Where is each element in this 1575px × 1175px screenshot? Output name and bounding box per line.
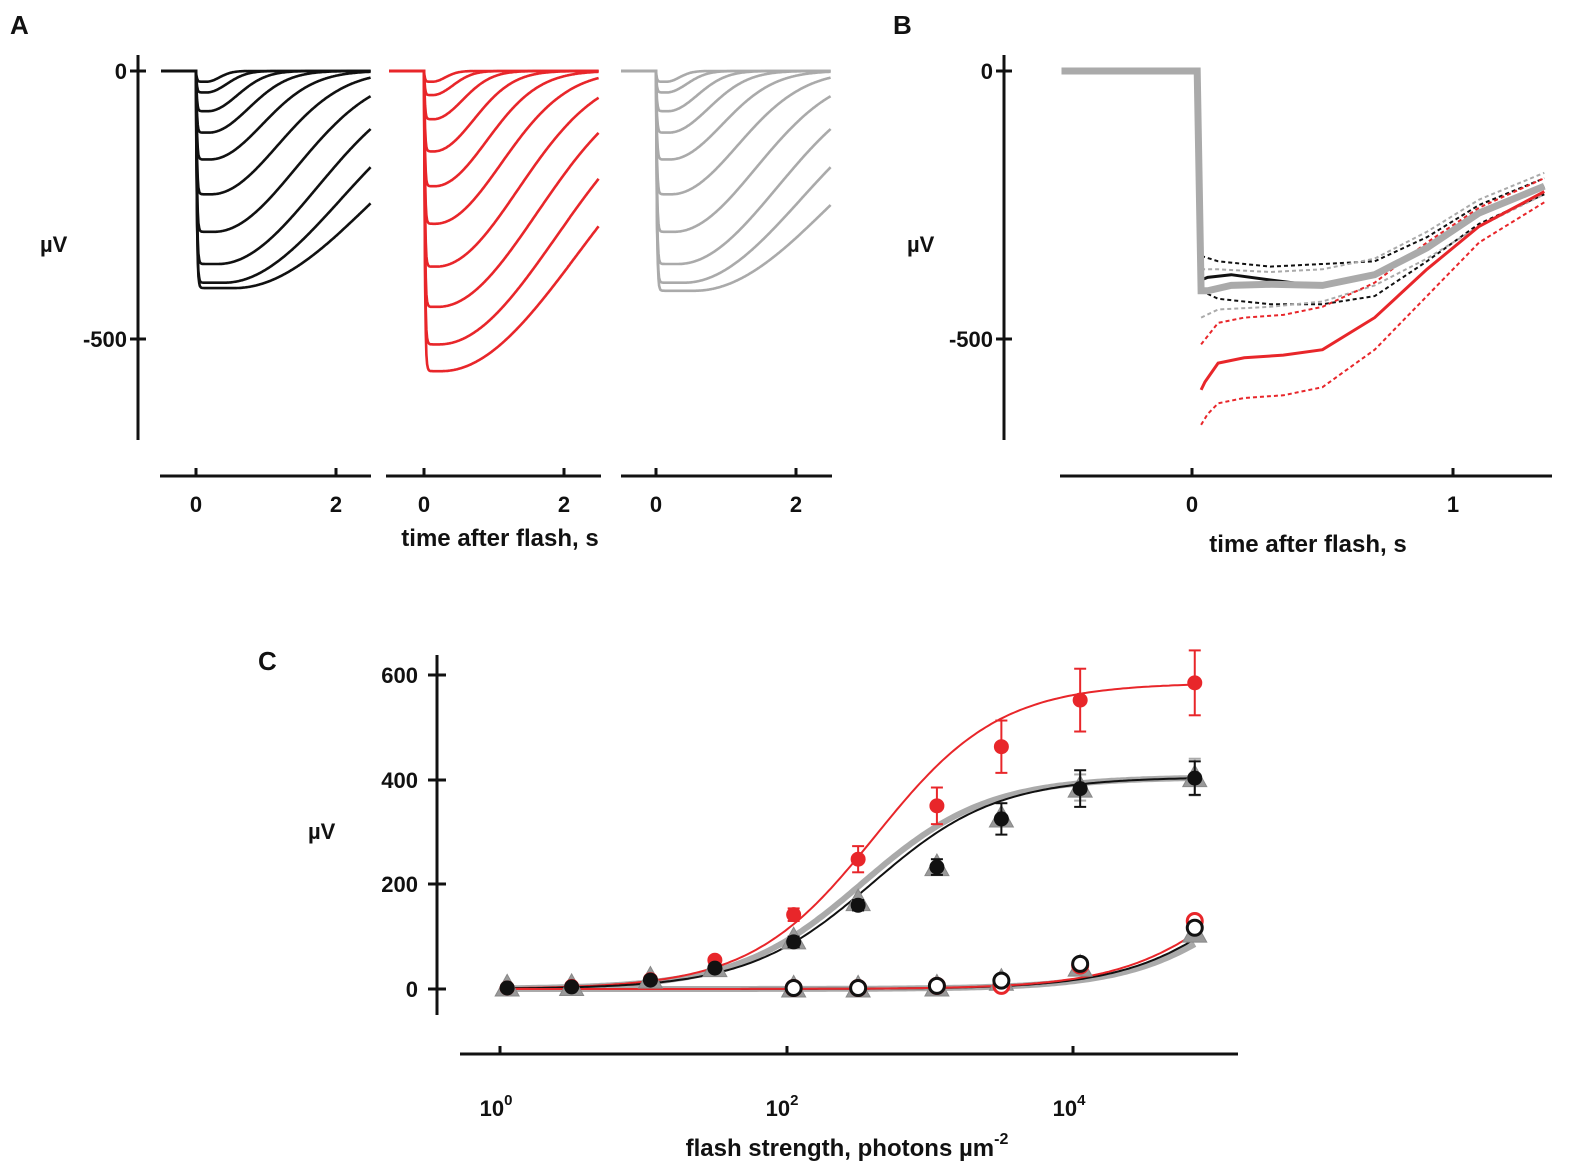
panel-a2-x-tick-label-2: 2	[558, 492, 570, 517]
panel-letter-b: B	[893, 10, 912, 40]
panel-a-control-2-trace-8	[621, 69, 832, 266]
panel-c-black-filled-point	[564, 979, 580, 995]
panel-c-fit-curves	[507, 683, 1197, 992]
panel-b-gray-mean	[1061, 67, 1546, 295]
panel-c-red-filled-point	[1072, 692, 1088, 708]
panel-c-black-open-point	[1185, 918, 1204, 937]
panel-b-black-mean-sem	[1200, 193, 1545, 306]
panel-a-y-tick-label-neg500: -500	[83, 327, 127, 352]
panel-c-x-tick-label-10-0: 100	[480, 1092, 513, 1121]
panel-c-y-tick-label-400: 400	[381, 768, 418, 793]
panel-c-y-tick-label-200: 200	[381, 872, 418, 897]
panel-b-red-mean-sem	[1200, 177, 1545, 346]
panel-c-black-open-point	[1071, 954, 1090, 973]
panel-letter-c: C	[258, 646, 277, 676]
panel-a-treatment-trace-4	[389, 69, 599, 153]
panel-a-control-trace-10	[161, 69, 372, 290]
panel-c-black-filled-point	[850, 897, 866, 913]
panel-c-black-open-point	[992, 971, 1011, 990]
panel-c-black-filled-point	[1187, 770, 1203, 786]
panel-a-treatment-trace-10	[389, 69, 600, 373]
panel-a-control-trace-6	[161, 69, 371, 196]
panel-c-black-open-point	[784, 978, 803, 997]
panel-c-black-filled-point	[929, 859, 945, 875]
panel-c-x-tick-label-10-2: 102	[766, 1092, 799, 1121]
panel-b: 0 -500 µV 0 1 time after flash, s	[907, 55, 1552, 558]
panel-b-black-mean-sem	[1200, 177, 1545, 268]
panel-a-control-2-trace-7	[621, 69, 832, 234]
panel-a-control-trace-7	[161, 69, 372, 234]
panel-b-y-tick-label-0: 0	[981, 59, 993, 84]
panel-c-y-tick-label-600: 600	[381, 663, 418, 688]
panel-c-black-filled-point	[499, 980, 515, 996]
panel-a-control-trace-8	[161, 69, 372, 266]
panel-a-subpanel-treatment: 0 2	[386, 468, 601, 517]
panel-a-subpanel-control: 0 2	[160, 468, 371, 517]
panel-c-black-open-point	[927, 976, 946, 995]
panel-a1-x-tick-label-2: 2	[330, 492, 342, 517]
panel-b-gray-mean-sem	[1200, 193, 1545, 319]
panel-c: 0 200 400 600 µV 100 102 104 flash stren…	[308, 649, 1238, 1162]
panel-b-black-mean	[1061, 69, 1545, 289]
panel-a3-x-tick-label-0: 0	[650, 492, 662, 517]
panel-b-red-mean-sem	[1200, 201, 1545, 426]
panel-c-x-tick-label-10-4: 104	[1053, 1092, 1086, 1121]
panel-c-red-filled-point	[850, 851, 866, 867]
panel-a-control-2-trace-9	[621, 69, 832, 284]
panel-a-control-trace-9	[161, 69, 372, 284]
panel-a-y-label: µV	[40, 232, 68, 257]
panel-c-x-label: flash strength, photons µm-2	[686, 1131, 1009, 1162]
panel-a-control-trace-4	[161, 69, 371, 134]
panel-c-black-fit-upper	[507, 777, 1195, 990]
panel-c-black-filled-point	[993, 811, 1009, 827]
panel-c-data-points	[494, 649, 1208, 998]
panel-a-treatment-trace-8	[389, 69, 600, 309]
panel-a-subpanel-control-2: 0 2	[621, 468, 832, 517]
panel-c-black-open-point	[849, 978, 868, 997]
panel-b-x-label: time after flash, s	[1209, 531, 1406, 558]
panel-a-control-2-trace-4	[621, 69, 831, 134]
panel-b-traces	[1061, 67, 1546, 426]
panel-c-black-filled-point	[642, 972, 658, 988]
panel-b-gray-mean-sem	[1201, 171, 1545, 274]
panel-a1-x-tick-label-0: 0	[190, 492, 202, 517]
panel-a-treatment-trace-9	[389, 69, 600, 346]
panel-letter-a: A	[10, 10, 29, 40]
panel-a-x-label: time after flash, s	[401, 525, 598, 552]
panel-a-traces	[161, 69, 832, 373]
panel-c-red-filled-point	[929, 798, 945, 814]
panel-a-treatment-trace-7	[389, 69, 600, 268]
panel-c-black-filled-point	[786, 934, 802, 950]
panel-c-red-filled-point	[1187, 675, 1203, 691]
panel-a2-x-tick-label-0: 0	[418, 492, 430, 517]
panel-a-treatment-trace-5	[389, 69, 599, 188]
panel-a: 0 -500 µV 0 2 0 2 0 2 time after flash, …	[40, 55, 832, 552]
panel-a-control-2-trace-10	[621, 69, 832, 293]
panel-c-red-filled-point	[786, 907, 802, 923]
panel-a3-x-tick-label-2: 2	[790, 492, 802, 517]
panel-c-gray-fit-lower	[507, 941, 1197, 992]
panel-a-control-2-trace-5	[621, 69, 831, 161]
panel-c-black-filled-point	[1072, 781, 1088, 797]
panel-b-y-label: µV	[907, 232, 935, 257]
panel-c-red-fit	[507, 683, 1195, 990]
panel-a-treatment-trace-6	[389, 69, 599, 226]
panel-a-control-trace-5	[161, 69, 371, 161]
panel-c-red-filled-point	[993, 739, 1009, 755]
panel-c-y-tick-label-0: 0	[406, 977, 418, 1002]
panel-b-x-tick-label-1: 1	[1447, 492, 1459, 517]
panel-a-control-2-trace-6	[621, 69, 831, 196]
panel-b-red-mean	[1199, 190, 1546, 391]
panel-b-y-tick-label-neg500: -500	[949, 327, 993, 352]
panel-b-x-tick-label-0: 0	[1186, 492, 1198, 517]
panel-a-y-tick-label-0: 0	[115, 59, 127, 84]
panel-c-black-filled-point	[707, 960, 723, 976]
panel-c-y-label: µV	[308, 819, 336, 844]
panel-c-gray-fit-upper	[507, 775, 1195, 992]
